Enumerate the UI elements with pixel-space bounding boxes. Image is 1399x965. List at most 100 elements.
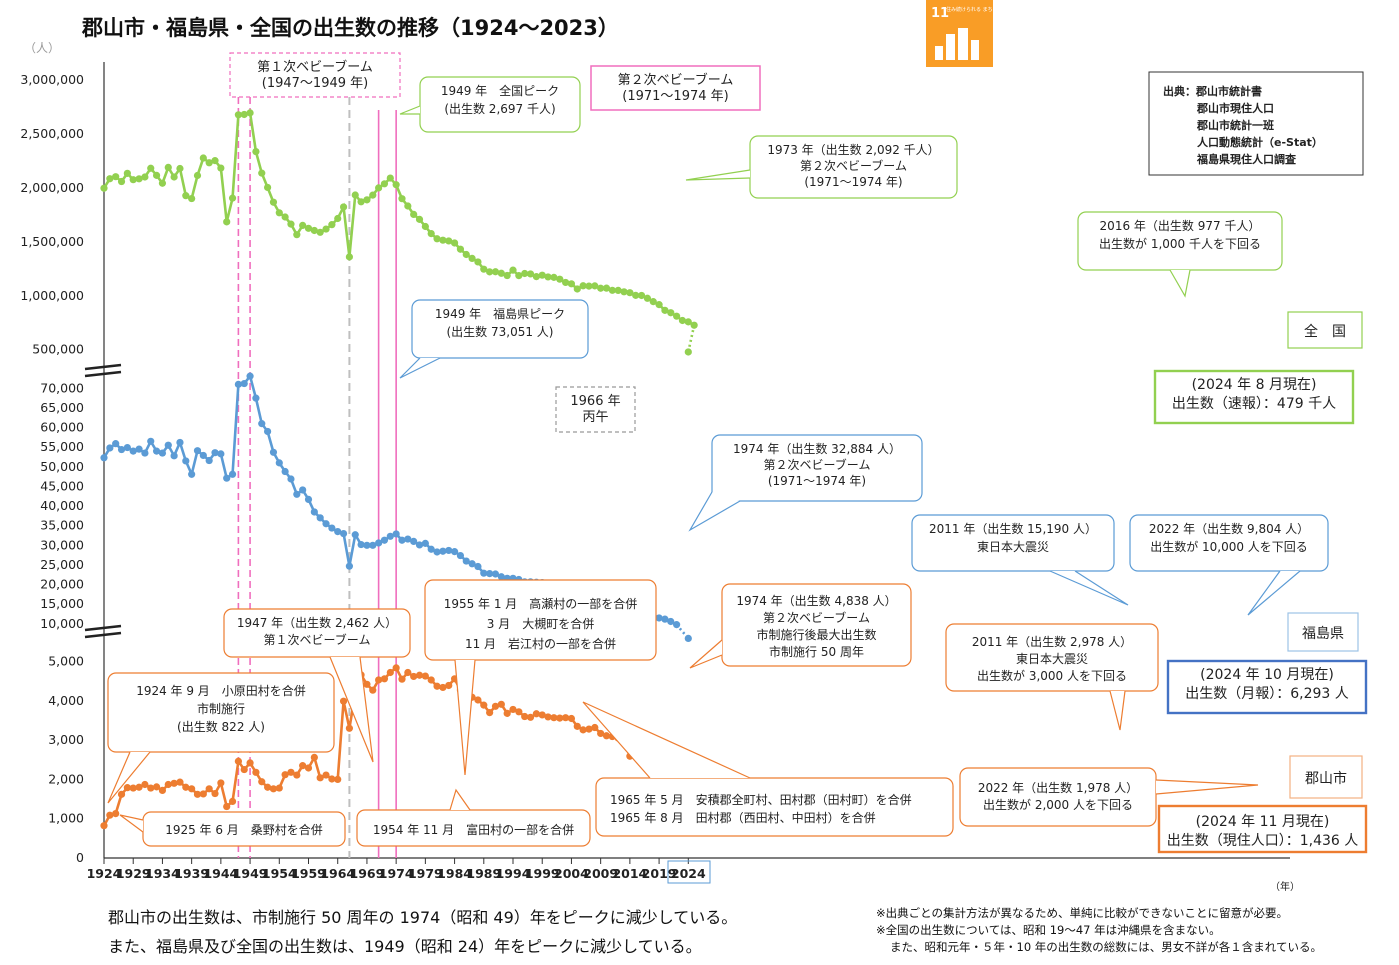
ann-fk-1974-box — [711, 434, 923, 502]
ann-ko-1974-text: 第２次ベビーブーム — [763, 610, 870, 625]
data-point-national — [468, 254, 476, 262]
ann-nat-2024-text: 出生数（速報）：479 千人 — [1172, 396, 1336, 412]
legend-fukushima-text: 福島県 — [1302, 626, 1344, 642]
data-point-fukushima — [480, 569, 488, 577]
data-point-fukushima — [427, 545, 435, 553]
ann-fk-2022-text: 2022 年（出生数 9,804 人） — [1149, 521, 1309, 536]
data-point-national — [293, 231, 301, 239]
data-point-koriyama — [550, 714, 558, 722]
ytick-national: 1,000,000 — [20, 288, 84, 303]
data-point-fukushima — [293, 490, 301, 498]
ytick-fukushima: 35,000 — [40, 518, 84, 533]
data-point-fukushima — [123, 443, 131, 452]
data-point-koriyama — [486, 708, 494, 717]
data-point-fukushima — [240, 379, 248, 388]
data-point-koriyama — [445, 681, 453, 690]
ann-ko-1924-box — [107, 672, 335, 753]
ann-fk-peak-box — [411, 299, 589, 359]
data-point-national — [491, 268, 500, 276]
data-point-koriyama — [491, 702, 500, 710]
data-point-koriyama — [532, 710, 540, 718]
xtick-label: 1984 — [437, 866, 472, 881]
data-point-koriyama — [182, 783, 190, 791]
data-point-fukushima — [661, 615, 669, 623]
ann-nat-peak-text: (出生数 2,697 千人) — [444, 101, 555, 116]
ann-ko-2022-box — [959, 767, 1157, 827]
data-point-fukushima — [339, 529, 348, 538]
series-line-national — [102, 111, 695, 327]
page-title: 郡山市・福島県・全国の出生数の推移（1924～2023） — [82, 16, 619, 40]
data-point-koriyama — [299, 762, 307, 770]
data-point-national — [345, 253, 354, 261]
data-point-fukushima — [223, 474, 231, 482]
ann-fk-2022-pointer — [1247, 570, 1301, 616]
ann-ko-1947-box — [223, 608, 411, 658]
ann-fk-2022-text: 出生数が 10,000 人を下回る — [1150, 539, 1308, 554]
data-point-koriyama — [217, 779, 225, 787]
data-point-national — [304, 224, 313, 232]
ann-nat-2024-box — [1153, 369, 1355, 425]
ann-fk-2011-box — [911, 514, 1115, 572]
hinoeuma-label-box — [555, 386, 636, 433]
data-point-koriyama — [480, 701, 488, 709]
data-point-fukushima — [164, 441, 172, 449]
data-point-koriyama — [334, 775, 342, 784]
data-point-national — [328, 221, 336, 229]
data-point-koriyama — [100, 822, 108, 830]
source-line: 人口動態統計（e-Stat） — [1197, 135, 1323, 149]
data-point-koriyama — [515, 708, 523, 716]
data-point-koriyama — [427, 676, 435, 684]
data-point-fukushima — [275, 459, 283, 467]
ann-fk-1974-text: (1971～1974 年) — [768, 474, 866, 488]
xtick-label: 1974 — [379, 866, 414, 881]
data-point-fukushima — [217, 450, 225, 458]
data-point-national — [100, 184, 108, 192]
data-point-koriyama — [228, 797, 237, 806]
source-line: 郡山市統計一班 — [1196, 118, 1274, 132]
data-point-fukushima — [264, 427, 272, 436]
ann-fk-2024-box — [1166, 659, 1368, 715]
data-point-fukushima — [258, 420, 266, 428]
data-point-koriyama — [597, 729, 605, 738]
data-point-national — [240, 110, 248, 119]
data-point-koriyama — [304, 764, 313, 772]
boom1-label-text: 第１次ベビーブーム — [257, 59, 373, 75]
data-point-koriyama — [322, 771, 330, 779]
ytick-fukushima: 70,000 — [40, 380, 84, 395]
xtick-label: 1959 — [291, 866, 326, 881]
data-point-national — [597, 284, 605, 292]
data-point-fukushima — [304, 495, 313, 504]
data-point-koriyama — [205, 785, 213, 793]
data-point-national — [275, 209, 283, 217]
data-point-national — [141, 173, 149, 181]
xtick-label: 1999 — [525, 866, 560, 881]
ytick-koriyama: 0 — [76, 850, 84, 865]
data-point-national — [339, 203, 348, 211]
data-point-national — [392, 181, 400, 189]
footnote-3: また、昭和元年・５年・10 年の出生数の総数には、男女不詳が各１含まれている。 — [890, 940, 1322, 954]
ann-ko-1955-text: 3 月 大槻町を合併 — [487, 616, 594, 631]
ytick-national: 2,500,000 — [20, 126, 84, 141]
projection-line-national — [687, 324, 696, 353]
data-point-national — [678, 316, 687, 325]
data-point-national — [193, 171, 202, 180]
data-point-koriyama — [141, 780, 149, 789]
ann-nat-1973-pointer — [685, 169, 751, 181]
data-point-koriyama — [415, 671, 424, 679]
ann-ko-1965-text: 1965 年 8 月 田村郡（西田村、中田村）を合併 — [610, 810, 876, 825]
data-point-fukushima — [462, 557, 470, 565]
data-point-koriyama — [503, 709, 511, 717]
ann-ko-2022-text: 2022 年（出生数 1,978 人） — [978, 780, 1138, 795]
ann-ko-1965-pointer — [582, 701, 751, 779]
ann-nat-2016-text: 2016 年（出生数 977 千人） — [1100, 218, 1261, 233]
xtick-label: 2014 — [612, 866, 647, 881]
data-point-koriyama — [123, 784, 131, 792]
data-point-national — [404, 202, 412, 210]
data-point-fukushima — [100, 454, 108, 462]
ann-ko-1955-pointer — [454, 659, 476, 776]
data-point-koriyama — [112, 809, 120, 818]
data-point-koriyama — [369, 686, 377, 694]
data-point-fukushima — [468, 560, 476, 568]
ytick-fukushima: 65,000 — [40, 400, 84, 415]
data-point-fukushima — [404, 535, 412, 543]
